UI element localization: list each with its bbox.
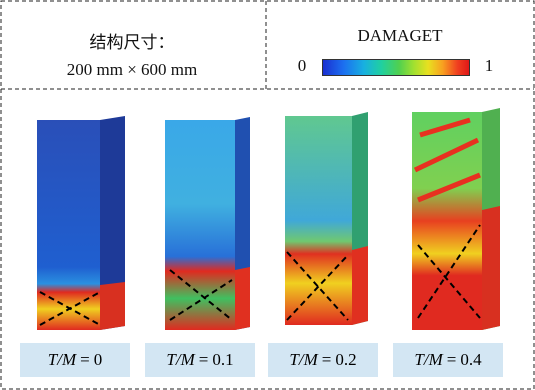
label-value: 0.2 bbox=[335, 350, 356, 370]
column-2 bbox=[285, 112, 368, 325]
panel-label: T/M=0 bbox=[20, 343, 130, 377]
label-value: 0.4 bbox=[460, 350, 481, 370]
legend-min: 0 bbox=[298, 56, 307, 76]
colorbar bbox=[322, 59, 470, 76]
label-symbol: T/M bbox=[48, 350, 76, 370]
label-value: 0.1 bbox=[212, 350, 233, 370]
column-3 bbox=[412, 108, 500, 330]
legend-max: 1 bbox=[485, 56, 494, 76]
legend-title: DAMAGET bbox=[358, 26, 443, 46]
label-symbol: T/M bbox=[414, 350, 442, 370]
label-relation: = bbox=[322, 350, 332, 370]
panel-label: T/M=0.2 bbox=[268, 343, 378, 377]
figure: 结构尺寸： 200 mm × 600 mm DAMAGET 0 1 T/M=0T… bbox=[0, 0, 535, 390]
label-relation: = bbox=[199, 350, 209, 370]
label-relation: = bbox=[447, 350, 457, 370]
label-relation: = bbox=[80, 350, 90, 370]
label-symbol: T/M bbox=[289, 350, 317, 370]
column-0 bbox=[37, 116, 125, 330]
label-value: 0 bbox=[94, 350, 103, 370]
size-title: 结构尺寸： bbox=[90, 28, 175, 53]
panel-label: T/M=0.1 bbox=[145, 343, 255, 377]
panel-label: T/M=0.4 bbox=[393, 343, 503, 377]
column-1 bbox=[165, 117, 250, 330]
label-symbol: T/M bbox=[166, 350, 194, 370]
size-value: 200 mm × 600 mm bbox=[67, 60, 197, 80]
